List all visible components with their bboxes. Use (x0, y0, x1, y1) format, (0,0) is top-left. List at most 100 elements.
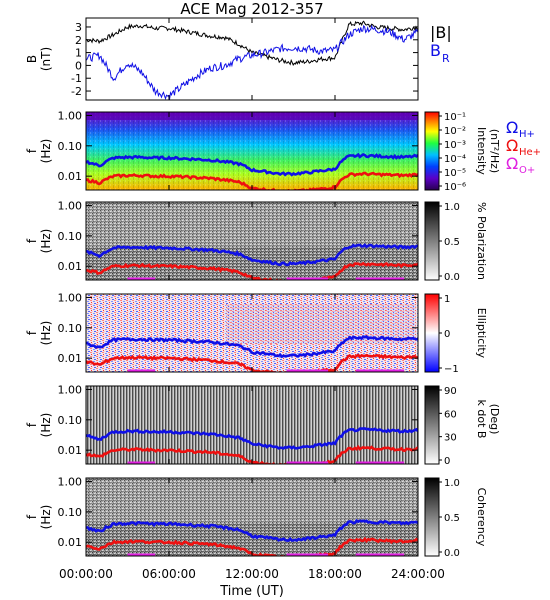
colorbar-label: % Polarization (475, 202, 488, 280)
panel-ylabel-units: (nT) (39, 47, 53, 71)
ytick-label: 0.10 (58, 506, 83, 519)
colorbar-tick-label: 10⁻⁵ (444, 168, 466, 179)
colorbar-tick-label: 10⁻¹ (444, 112, 466, 123)
panel-ellipticity-frame (85, 293, 419, 373)
panel-ylabel-units: (Hz) (39, 229, 53, 254)
panel-intensity-plot-area (86, 112, 418, 190)
gyrofreq-H-line (86, 243, 418, 267)
panel-ylabel-units: (Hz) (39, 321, 53, 346)
ytick-label: 0.10 (58, 322, 83, 335)
ytick-label: 1.00 (58, 199, 83, 212)
xtick-label: 06:00:00 (142, 567, 196, 581)
texture-overlay (86, 480, 418, 523)
panel-ellipticity: 0.01 0.10 1.00 1 0 −1 Ellipticity f (Hz) (25, 291, 488, 375)
colorbar-tick-label: 0.5 (444, 513, 460, 524)
ytick-label: 0.10 (58, 230, 83, 243)
figure-title: ACE Mag 2012-357 (180, 0, 323, 18)
legend-gyrofreq-subscript: H+ (519, 129, 535, 140)
colorbar-label: Intensity (475, 127, 488, 175)
gyrofreq-H-line (86, 152, 418, 177)
colorbar-tick-label: 60 (444, 409, 457, 420)
colorbar-tick-label: 0.0 (444, 548, 460, 559)
colorbar-tick-label: 30 (444, 433, 457, 444)
colorbar-units: (nT²/Hz) (488, 129, 501, 173)
colorbar-tick-label: 10⁻⁶ (444, 182, 466, 193)
ytick-label: 1.00 (58, 109, 83, 122)
gyrofreq-H-line (86, 334, 418, 359)
legend-b-magnitude: |B| (430, 23, 452, 42)
colorbar-tick-label: 0 (444, 329, 450, 340)
panel-ylabel: f (25, 514, 39, 519)
ytick-label: -1 (71, 72, 82, 85)
colorbar-tick-label: 0.0 (444, 272, 460, 283)
panel-intensity: 0.01 0.10 1.00 10⁻¹ 10⁻² 10⁻³ 10⁻⁴ 10⁻⁵ 10⁻⁶ Inte… (25, 109, 541, 193)
colorbar-kdotb (424, 385, 440, 465)
texture-overlay (86, 204, 418, 247)
ytick-label: -2 (71, 85, 82, 98)
panel-polarization: 0.01 0.10 1.00 1.0 0.5 0.0 % Polarization f (Hz) (25, 199, 488, 283)
legend-b-r-subscript: R (442, 52, 450, 65)
ytick-label: 0 (75, 59, 82, 72)
colorbar-tick-label: 0 (444, 456, 450, 467)
ytick-label: 0.01 (58, 536, 83, 549)
legend-gyrofreq-Heplus: Ω (506, 136, 518, 155)
panel-coherency-plot-area (86, 480, 418, 556)
xtick-label: 24:00:00 (391, 567, 445, 581)
colorbar-coherency (424, 477, 440, 557)
xtick-label: 00:00:00 (59, 567, 113, 581)
xtick-label: 18:00:00 (308, 567, 362, 581)
colorbar-polarization (424, 201, 440, 281)
colorbar-label: k dot B (475, 400, 488, 439)
panel-ylabel-units: (Hz) (39, 505, 53, 530)
panel-coherency: 0.01 0.10 1.00 1.0 0.5 0.0 Coherency f (Hz) (25, 475, 488, 559)
ytick-label: 0.10 (58, 414, 83, 427)
panel-ylabel-units: (Hz) (39, 413, 53, 438)
colorbar-tick-label: 10⁻³ (444, 140, 466, 151)
x-axis: 00:00:00 06:00:00 12:00:00 18:00:00 24:00:00 (59, 567, 445, 581)
ytick-label: 0.01 (58, 444, 83, 457)
legend-gyrofreq-subscript: O+ (519, 165, 535, 176)
panel-bfield-background (86, 18, 418, 100)
legend-gyrofreq-Hplus: Ω (506, 118, 518, 137)
colorbar-units: (Deg) (488, 404, 501, 435)
colorbar-tick-label: 10⁻² (444, 126, 466, 137)
panel-bfield-frame (85, 17, 419, 101)
colorbar-tick-label: −1 (444, 364, 459, 375)
colorbar-intensity (424, 111, 440, 191)
panel-ylabel-units: (Hz) (39, 139, 53, 164)
colorbar-tick-label: 1 (444, 294, 450, 305)
colorbar-tick-label: 1.0 (444, 478, 460, 489)
panel-kdotb-frame (85, 385, 419, 465)
colorbar-tick-label: 0.5 (444, 237, 460, 248)
legend-gyrofreq-Oplus: Ω (506, 154, 518, 173)
colorbar-tick-label: 10⁻⁴ (444, 154, 466, 165)
panel-polarization-plot-area (86, 204, 418, 280)
intensity-texture (86, 112, 418, 190)
gyrofreq-H-line (86, 519, 418, 543)
legend-gyrofreq-subscript: He+ (519, 147, 541, 158)
xtick-label: 12:00:00 (225, 567, 279, 581)
panel-ylabel: f (25, 148, 39, 153)
panel-polarization-frame (85, 201, 419, 281)
ytick-label: 0.01 (58, 170, 83, 183)
colorbar-ellipticity (424, 293, 440, 373)
panel-bfield-plot-area (86, 20, 418, 100)
ytick-label: 1.00 (58, 475, 83, 488)
panel-ylabel: f (25, 330, 39, 335)
panel-ylabel: f (25, 238, 39, 243)
panel-intensity-frame (85, 111, 419, 191)
panel-kdotb: 0.01 0.10 1.00 90 60 30 0 k dot B (Deg) f (Hz) (25, 383, 501, 467)
ytick-label: 2 (75, 34, 82, 47)
panel-kdotb-background (86, 386, 418, 464)
x-axis-label: Time (UT) (219, 584, 284, 599)
ytick-label: 1.00 (58, 291, 83, 304)
panel-coherency-frame (85, 477, 419, 557)
ytick-label: 1.00 (58, 383, 83, 396)
ytick-label: 0.01 (58, 260, 83, 273)
colorbar-label: Ellipticity (475, 308, 488, 359)
ytick-label: 0.01 (58, 352, 83, 365)
gyrofreq-H-line (86, 427, 418, 450)
